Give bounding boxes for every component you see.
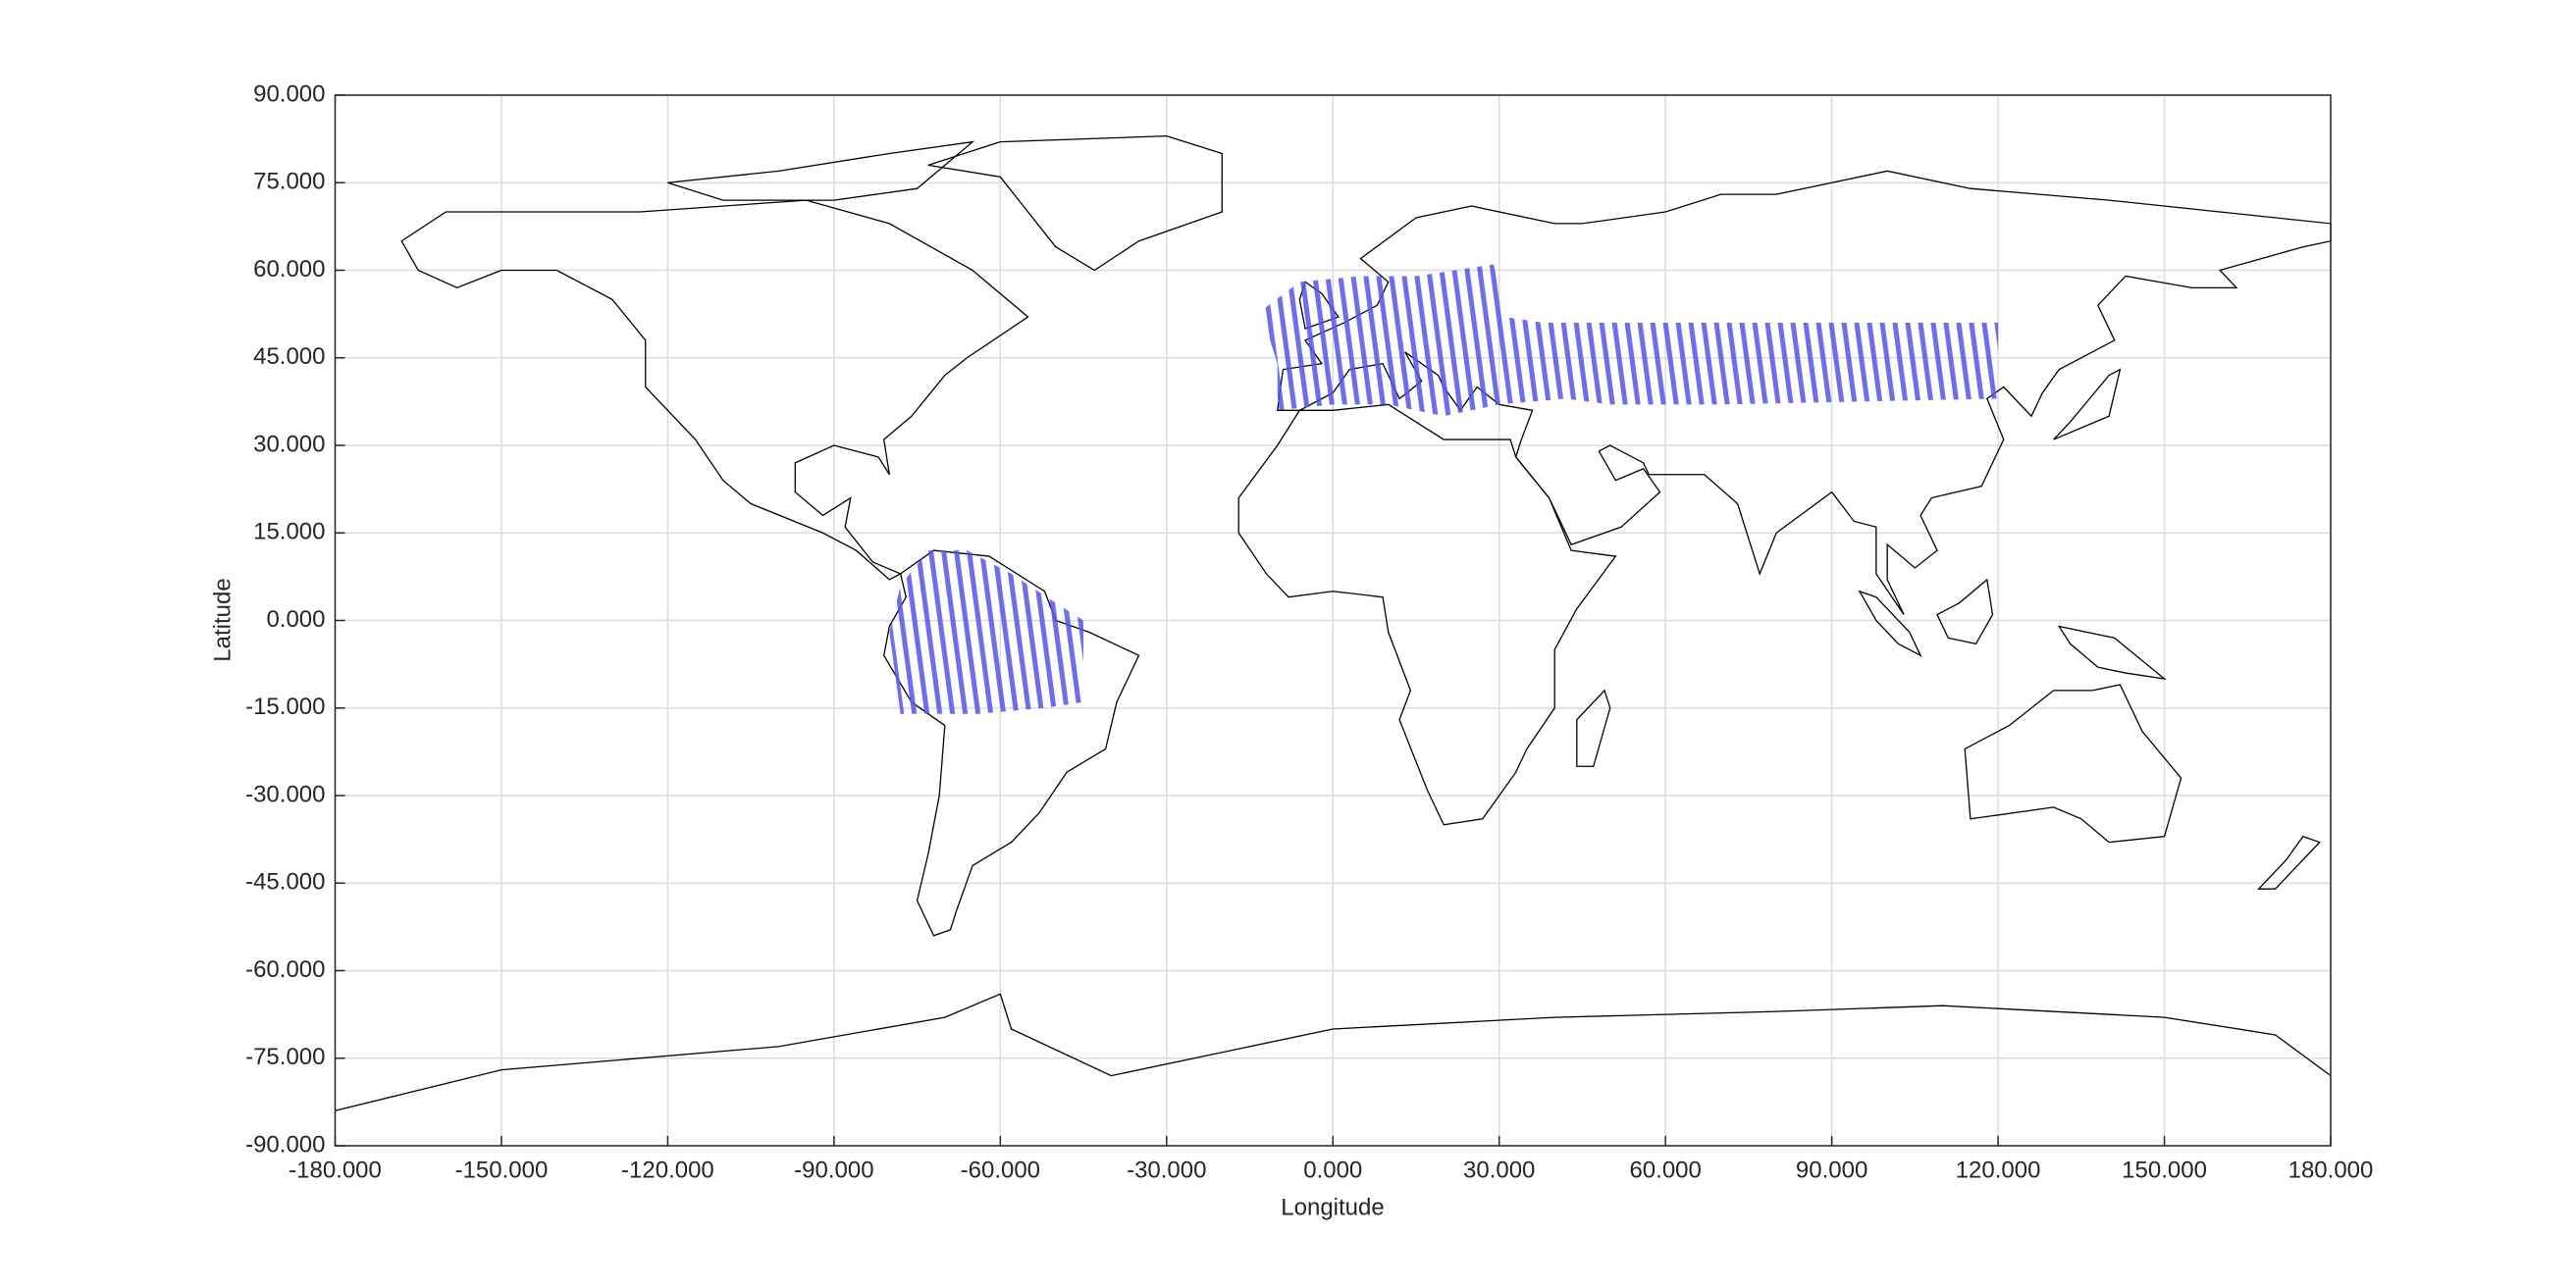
new-zealand: [2259, 837, 2320, 890]
y-tick-label: -90.000: [245, 1131, 325, 1158]
y-tick-label: 75.000: [253, 169, 325, 195]
y-tick-label: -30.000: [245, 781, 325, 807]
x-tick-label: -150.000: [455, 1157, 549, 1183]
y-tick-label: 0.000: [266, 606, 325, 633]
y-tick-label: -15.000: [245, 694, 325, 720]
north-america: [401, 200, 1027, 580]
greenland: [928, 136, 1222, 271]
x-tick-label: -60.000: [961, 1157, 1040, 1183]
y-tick-label: 15.000: [253, 519, 325, 545]
madagascar: [1577, 691, 1610, 766]
y-tick-label: -75.000: [245, 1044, 325, 1070]
x-tick-label: 60.000: [1629, 1157, 1701, 1183]
antarctica: [335, 994, 2331, 1110]
japan: [2054, 370, 2121, 439]
sumatra: [1860, 592, 1920, 655]
x-tick-label: 90.000: [1796, 1157, 1867, 1183]
grid-layer: [334, 94, 2332, 1147]
new-guinea: [2059, 626, 2164, 679]
borneo: [1937, 580, 1992, 644]
x-axis-label: Longitude: [1281, 1194, 1384, 1220]
x-tick-label: 0.000: [1303, 1157, 1362, 1183]
y-tick-label: 45.000: [253, 343, 325, 370]
x-tick-label: -180.000: [289, 1157, 382, 1183]
x-tick-label: 180.000: [2288, 1157, 2374, 1183]
x-tick-label: 120.000: [1956, 1157, 2041, 1183]
y-tick-label: -60.000: [245, 956, 325, 983]
swath-south-america: [889, 550, 1084, 714]
eurasia: [1278, 171, 2331, 614]
y-tick-label: 30.000: [253, 431, 325, 457]
y-tick-label: 90.000: [253, 80, 325, 107]
x-tick-label: 30.000: [1463, 1157, 1535, 1183]
y-tick-label: -45.000: [245, 869, 325, 896]
canadian-arctic: [667, 142, 973, 200]
x-tick-label: -30.000: [1127, 1157, 1206, 1183]
africa: [1238, 404, 1615, 824]
coastlines: [335, 136, 2331, 1111]
australia: [1965, 685, 2181, 843]
y-tick-label: 60.000: [253, 256, 325, 283]
swath-europe: [1260, 264, 1999, 417]
x-tick-label: -90.000: [794, 1157, 873, 1183]
x-tick-label: 150.000: [2122, 1157, 2207, 1183]
x-tick-label: -120.000: [621, 1157, 714, 1183]
y-axis-label: Latitude: [209, 578, 236, 661]
